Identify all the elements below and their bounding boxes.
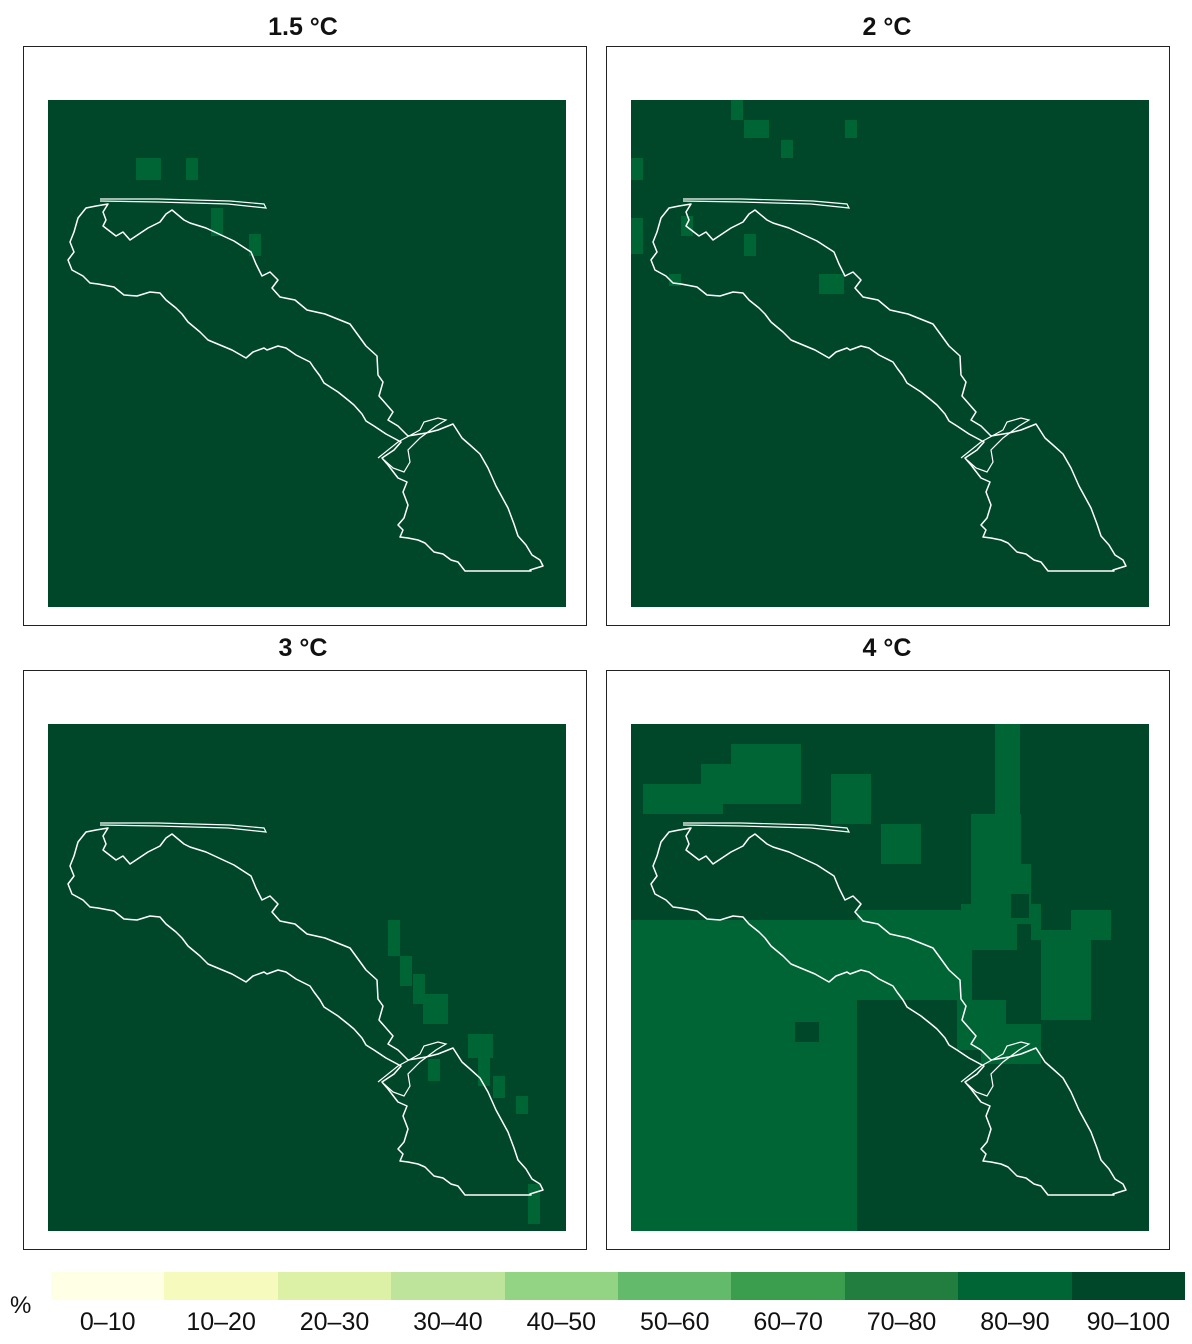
grid-cell: [744, 120, 769, 138]
grid-cell: [831, 774, 871, 824]
grid-cell: [981, 1024, 1041, 1064]
map-area-3c: [48, 724, 566, 1231]
river-line: [960, 417, 1031, 473]
grid-cell: [1011, 894, 1029, 918]
grid-cell: [995, 1104, 1025, 1154]
legend-swatch: [844, 1272, 959, 1300]
legend-label: 0–10: [79, 1308, 136, 1336]
grid-cell: [249, 234, 261, 256]
legend-swatch: [958, 1272, 1072, 1300]
grid-cell: [186, 158, 198, 180]
boundary-line: [99, 198, 268, 209]
legend-label: 70–80: [866, 1308, 937, 1336]
grid-cell: [795, 1022, 819, 1042]
legend-swatch: [731, 1272, 845, 1300]
legend-swatch: [391, 1272, 505, 1300]
grid-cell: [631, 920, 857, 1231]
legend-swatch: [277, 1272, 392, 1300]
grid-cell: [478, 1058, 490, 1086]
map-panel-3c: [23, 670, 587, 1250]
grid-cell: [1041, 940, 1091, 1020]
grid-cell: [1041, 910, 1071, 930]
grid-cell: [1121, 920, 1149, 1030]
grid-cell: [631, 158, 643, 180]
grid-cell: [881, 824, 921, 864]
grid-cell: [1131, 1054, 1149, 1104]
map-panel-4c: [606, 670, 1170, 1250]
grid-cell: [400, 956, 412, 986]
grid-cell: [744, 234, 756, 256]
legend-label: 20–30: [299, 1308, 370, 1336]
grid-cell: [388, 920, 400, 956]
map-svg-1-5c: [67, 158, 544, 572]
legend-unit: %: [10, 1292, 32, 1319]
grid-cell: [428, 1059, 440, 1081]
grid-cell: [731, 744, 801, 804]
grid-cell: [731, 100, 743, 120]
legend-label: 30–40: [413, 1308, 483, 1336]
river-line: [377, 417, 448, 473]
legend-swatch: [164, 1272, 278, 1300]
panel-title-4c: 4 °C: [862, 634, 912, 662]
boundary-line: [682, 822, 851, 833]
region-boundary: [650, 203, 1127, 572]
river-line: [377, 1041, 448, 1097]
legend-label: 10–20: [186, 1308, 256, 1336]
grid-cell: [211, 208, 223, 236]
map-area-1-5c: [48, 100, 566, 607]
grid-cell: [516, 1096, 528, 1114]
grid-cell: [413, 974, 425, 1004]
panel-title-3c: 3 °C: [278, 634, 328, 662]
legend-color-bar: [51, 1272, 1186, 1300]
map-svg-4c: [631, 724, 1149, 1231]
grid-cell: [136, 158, 161, 180]
river-line: [960, 1041, 1031, 1097]
grid-cell: [1011, 1154, 1041, 1184]
map-area-2c: [631, 100, 1149, 607]
grid-cell: [781, 140, 793, 158]
map-svg-2c: [631, 100, 1127, 572]
grid-cell: [871, 954, 921, 994]
legend-swatch: [504, 1272, 619, 1300]
legend-label: 40–50: [526, 1308, 597, 1336]
boundary-line: [682, 198, 851, 209]
grid-cell: [947, 1090, 987, 1118]
grid-cell: [493, 1076, 505, 1098]
legend-labels: 0–10 10–20 20–30 30–40 40–50 50–60 60–70 70–80 8…: [51, 1308, 1185, 1337]
legend-swatch: [1071, 1272, 1186, 1300]
grid-cell: [631, 218, 643, 254]
map-panel-1-5c: [23, 46, 587, 626]
map-svg-3c: [67, 822, 544, 1224]
legend-swatch: [618, 1272, 732, 1300]
region-boundary: [650, 827, 1127, 1196]
region-boundary: [67, 203, 544, 572]
grid-cell: [423, 994, 448, 1024]
grid-cell: [819, 274, 844, 294]
grid-cell: [643, 784, 723, 814]
grid-cell: [468, 1034, 493, 1058]
panel-title-1-5c: 1.5 °C: [268, 13, 338, 41]
grid-cell: [857, 1000, 957, 1110]
legend-label: 90–100: [1086, 1308, 1171, 1336]
map-panel-2c: [606, 46, 1170, 626]
panel-title-2c: 2 °C: [862, 13, 912, 41]
legend-label: 80–90: [980, 1308, 1050, 1336]
legend-label: 50–60: [639, 1308, 710, 1336]
legend-label: 60–70: [753, 1308, 823, 1336]
grid-cell: [845, 120, 857, 138]
legend-swatch: [51, 1272, 165, 1300]
boundary-line: [99, 822, 268, 833]
map-area-4c: [631, 724, 1149, 1231]
region-boundary: [67, 827, 544, 1196]
grid-cell: [528, 1184, 540, 1224]
